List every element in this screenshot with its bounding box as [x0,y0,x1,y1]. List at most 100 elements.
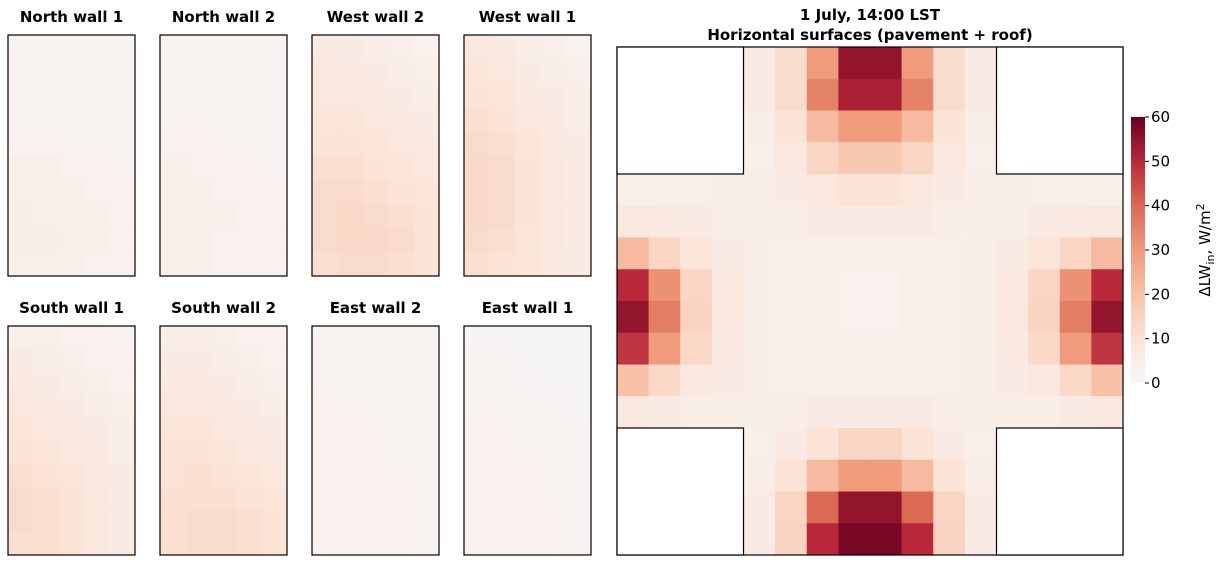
heat-cell [1028,396,1061,429]
heat-cell [964,205,997,238]
heat-cell [261,59,288,84]
heat-cell [84,155,111,181]
heat-cell [160,203,186,229]
heat-cell [838,142,871,175]
heat-cell [413,417,440,441]
heat-cell [711,364,744,397]
heat-cell [514,463,541,487]
heat-cell [160,463,186,487]
heat-cell [388,59,415,84]
heat-cell [775,332,808,365]
heat-cell [210,371,237,396]
heat-cell [1091,396,1124,429]
heat-cell [210,394,237,419]
heat-cell [870,174,903,207]
heat-cell [743,428,776,461]
heat-cell [58,107,85,132]
heat-cell [312,131,338,156]
heat-cell [312,326,338,350]
heat-cell [33,486,60,510]
heat-cell [84,509,111,533]
heat-cell [540,155,567,181]
colorbar-tick-label: 30 [1151,241,1170,259]
heat-cell [8,463,34,487]
heat-cell [870,47,903,80]
heat-cell [388,155,415,181]
heat-cell [540,348,567,373]
heat-cell [58,509,85,533]
heat-cell [1059,364,1092,397]
heat-cell [109,486,136,510]
heat-cell [743,523,776,556]
heat-cell [514,371,541,396]
heat-cell [236,394,263,419]
heat-cell [362,463,389,487]
heat-cell [489,107,516,132]
heat-cell [33,203,60,229]
heat-cell [870,142,903,175]
heat-cell [362,509,389,533]
heat-cell [743,459,776,492]
heat-cell [185,326,212,350]
panel-title: South wall 1 [19,299,124,317]
heat-cell [870,269,903,302]
heat-cell [933,523,966,556]
heat-cell [489,509,516,533]
heat-cell [185,417,212,441]
heat-cell [901,332,934,365]
heat-cell [312,35,338,60]
heat-cell [84,35,111,60]
heat-cell [84,131,111,156]
heat-cell [388,371,415,396]
heat-cell [261,107,288,132]
heat-cell [1059,269,1092,302]
heat-cell [870,78,903,111]
heat-cell [464,251,490,277]
heat-cell [933,396,966,429]
heat-cell [775,428,808,461]
heat-cell [261,35,288,60]
heat-cell [514,179,541,205]
colorbar [1131,117,1145,383]
heat-cell [109,394,136,419]
heat-cell [8,509,34,533]
heat-cell [337,155,364,181]
heat-cell [413,532,440,556]
heat-cell [838,428,871,461]
heat-cell [933,428,966,461]
panel-frame [7,34,136,277]
heat-cell [1059,396,1092,429]
heat-cell [775,396,808,429]
heat-cell [870,301,903,334]
panel-frame [159,325,288,556]
heat-cell [58,326,85,350]
panel-frame [159,34,288,277]
heat-cell [464,35,490,60]
heat-cell [236,83,263,108]
heat-cell [160,394,186,419]
heat-cell [210,179,237,205]
heat-cell [964,142,997,175]
heat-cell [901,142,934,175]
heat-cell [838,364,871,397]
heat-cell [489,486,516,510]
heat-cell [236,179,263,205]
heat-cell [362,107,389,132]
heat-cell [1059,301,1092,334]
heat-cell [388,509,415,533]
heat-cell [806,523,839,556]
heat-cell [261,155,288,181]
heat-cell [84,227,111,253]
heat-cell [312,227,338,253]
heat-cell [58,203,85,229]
heat-cell [648,301,681,334]
heat-cell [838,110,871,143]
heat-cell [838,205,871,238]
label-base: ΔLW [1196,264,1214,296]
heat-cell [680,205,713,238]
panel-title: East wall 2 [330,299,422,317]
heat-cell [565,417,592,441]
heat-cell [84,107,111,132]
heat-cell [312,155,338,181]
heat-cell [933,269,966,302]
